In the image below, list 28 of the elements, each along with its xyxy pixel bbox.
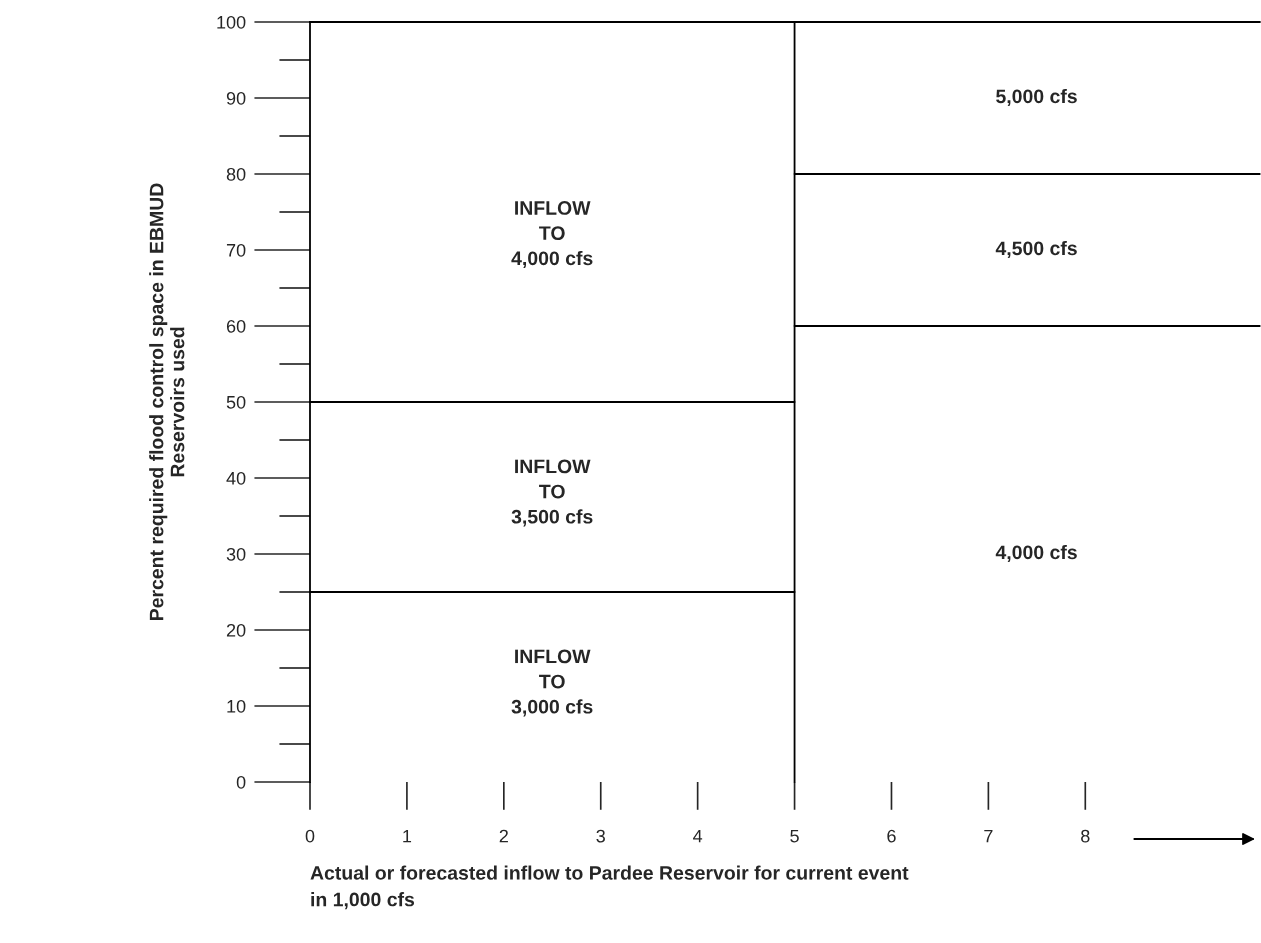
x-tick-label: 2 xyxy=(499,829,508,843)
y-tick-label: 60 xyxy=(226,319,246,333)
annotation: 5,000 cfs xyxy=(996,88,1077,107)
y-tick-label: 90 xyxy=(226,91,246,105)
annotation: INFLOW TO 4,000 cfs xyxy=(511,201,593,269)
y-tick-label: 70 xyxy=(226,243,246,257)
y-tick-label: 80 xyxy=(226,167,246,181)
y-tick-label: 20 xyxy=(226,623,246,637)
annotation: INFLOW TO 3,500 cfs xyxy=(511,459,593,527)
x-tick-label: 8 xyxy=(1081,829,1090,843)
x-tick-label: 0 xyxy=(305,829,315,843)
y-tick-label: 10 xyxy=(227,699,246,713)
y-tick-label: 100 xyxy=(217,15,246,29)
x-axis-title: Actual or forecasted inflow to Pardee Reservoir for current event in 1,000 cfs xyxy=(310,865,909,910)
annotation: INFLOW TO 3,000 cfs xyxy=(511,649,593,717)
y-tick-label: 40 xyxy=(226,471,246,485)
x-tick-label: 6 xyxy=(887,829,896,843)
x-tick-label: 7 xyxy=(984,829,993,843)
x-tick-label: 1 xyxy=(403,829,412,843)
x-tick-label: 5 xyxy=(790,829,799,843)
y-axis-title: Percent required flood control space in EBMUD Reservoirs used xyxy=(149,183,185,621)
y-tick-label: 50 xyxy=(226,395,246,409)
annotation: 4,500 cfs xyxy=(995,240,1077,259)
y-tick-label: 0 xyxy=(236,775,246,789)
x-tick-label: 3 xyxy=(596,829,605,843)
annotation: 4,000 cfs xyxy=(995,544,1077,563)
x-tick-label: 4 xyxy=(693,829,703,843)
y-tick-label: 30 xyxy=(226,547,246,561)
